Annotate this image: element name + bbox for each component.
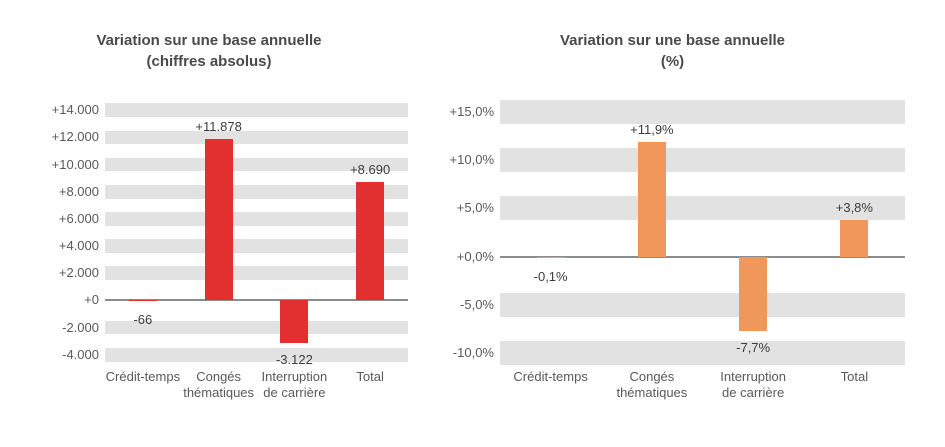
category-label: Interruption de carrière xyxy=(261,369,328,400)
y-tick-label: +2.000 xyxy=(58,265,99,281)
grid-band xyxy=(105,212,408,226)
bar xyxy=(356,182,385,301)
y-tick-label: +0 xyxy=(84,292,99,308)
grid-band xyxy=(500,196,905,221)
chart-panel-percent: Variation sur une base annuelle (%) +15,… xyxy=(440,0,905,447)
grid-band xyxy=(500,100,905,125)
y-tick-label: +15,0% xyxy=(449,104,494,120)
grid-band xyxy=(105,157,408,172)
grid-band xyxy=(105,348,408,362)
x-axis: Crédit-temps Congés thématiques Interrupti… xyxy=(105,369,408,405)
value-label: +8.690 xyxy=(350,162,391,178)
chart-title-block: Variation sur une base annuelle (chiffre… xyxy=(10,30,408,72)
category-label: Crédit-temps xyxy=(105,369,181,384)
grid-band xyxy=(105,239,408,253)
chart-panel-absolute: Variation sur une base annuelle (chiffre… xyxy=(10,0,408,447)
chart-body: +14.000 +12.000 +10.000 +8.000 +6.000 +4.000 +… xyxy=(10,100,408,405)
grid-band xyxy=(105,130,408,145)
y-tick-label: -4.000 xyxy=(62,346,99,362)
y-tick-label: +4.000 xyxy=(58,238,99,254)
category-label: Crédit-temps xyxy=(513,369,588,384)
zero-axis-line xyxy=(500,255,905,258)
y-tick-label: +5,0% xyxy=(456,200,494,216)
y-tick-label: +8.000 xyxy=(58,183,99,199)
grid-band xyxy=(105,320,408,335)
grid-band xyxy=(105,184,408,199)
grid-band xyxy=(105,266,408,281)
plot-column: -66 +11.878 -3.122 +8.690 Crédit-temps Congé… xyxy=(105,100,408,405)
bar xyxy=(840,219,869,257)
y-tick-label: -5,0% xyxy=(460,296,494,312)
zero-axis-line xyxy=(105,299,408,302)
grid-band xyxy=(500,340,905,365)
y-tick-label: -2.000 xyxy=(62,319,99,335)
grid-band xyxy=(105,103,408,117)
y-tick-label: +12.000 xyxy=(51,129,99,145)
plot-area: -0,1% +11,9% -7,7% +3,8% xyxy=(500,100,905,365)
chart-subtitle: (%) xyxy=(660,53,685,70)
y-tick-label: -10,0% xyxy=(452,344,494,360)
value-label: -0,1% xyxy=(533,268,568,284)
bar xyxy=(128,300,157,302)
bar xyxy=(739,256,768,331)
plot-column: -0,1% +11,9% -7,7% +3,8% Crédit-temps Congés… xyxy=(500,100,905,405)
value-label: -7,7% xyxy=(736,339,771,355)
grid-band xyxy=(500,292,905,317)
x-axis: Crédit-temps Congés thématiques Interrupti… xyxy=(500,369,905,405)
y-axis: +15,0% +10,0% +5,0% +0,0% -5,0% -10,0% xyxy=(440,100,500,365)
chart-title-block: Variation sur une base annuelle (%) xyxy=(440,30,905,72)
chart-body: +15,0% +10,0% +5,0% +0,0% -5,0% -10,0% -0,1% +… xyxy=(440,100,905,405)
bar xyxy=(280,300,309,343)
category-label: Congés thématiques xyxy=(183,369,255,400)
value-label: -66 xyxy=(133,312,153,328)
bar xyxy=(536,256,565,258)
value-label: +11.878 xyxy=(195,119,242,135)
category-label: Total xyxy=(356,369,384,384)
y-tick-label: +6.000 xyxy=(58,210,99,226)
category-label: Congés thématiques xyxy=(616,369,688,400)
value-label: -3.122 xyxy=(275,351,313,367)
bar xyxy=(637,141,666,257)
y-tick-label: +10.000 xyxy=(51,156,99,172)
category-label: Total xyxy=(840,369,869,384)
value-label: +3,8% xyxy=(835,199,873,215)
value-label: +11,9% xyxy=(630,121,674,137)
chart-subtitle: (chiffres absolus) xyxy=(146,53,272,70)
y-tick-label: +10,0% xyxy=(449,152,494,168)
category-label: Interruption de carrière xyxy=(720,369,786,400)
y-tick-label: +0,0% xyxy=(456,248,494,264)
chart-title: Variation sur une base annuelle xyxy=(96,32,322,49)
y-tick-label: +14.000 xyxy=(51,102,99,118)
chart-title: Variation sur une base annuelle xyxy=(559,32,786,49)
y-axis: +14.000 +12.000 +10.000 +8.000 +6.000 +4.000 +… xyxy=(10,100,105,365)
plot-area: -66 +11.878 -3.122 +8.690 xyxy=(105,100,408,367)
bar xyxy=(204,139,233,301)
grid-band xyxy=(500,148,905,173)
